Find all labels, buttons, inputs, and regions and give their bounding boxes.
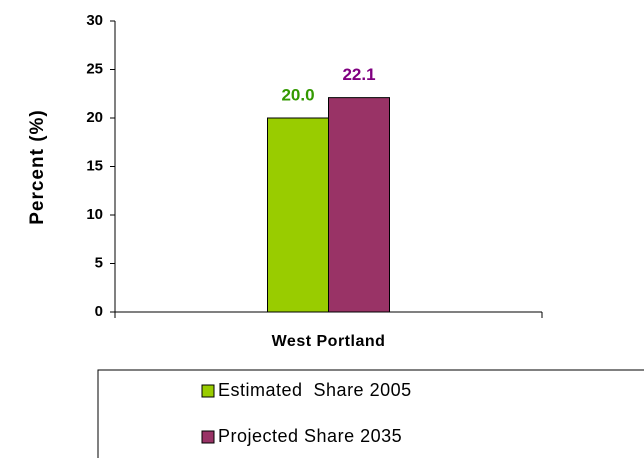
value-label: 20.0 (281, 85, 314, 104)
bar (328, 97, 390, 313)
y-tick-label: 20 (86, 109, 103, 126)
y-tick-label: 25 (86, 60, 103, 77)
legend-box (97, 369, 644, 458)
legend-label: Projected Share 2035 (218, 426, 402, 446)
legend-swatch (201, 430, 215, 444)
y-axis-label: Percent (%) (27, 109, 48, 225)
bar (267, 117, 329, 313)
y-tick-label: 5 (95, 254, 103, 271)
y-tick-label: 30 (86, 12, 103, 29)
legend-label: Estimated Share 2005 (218, 380, 412, 400)
y-tick-label: 15 (86, 157, 103, 174)
value-label: 22.1 (342, 65, 375, 84)
y-tick-label: 0 (95, 303, 103, 320)
x-tick-label: West Portland (272, 333, 386, 350)
legend-swatch (201, 384, 215, 398)
y-tick-label: 10 (86, 206, 103, 223)
